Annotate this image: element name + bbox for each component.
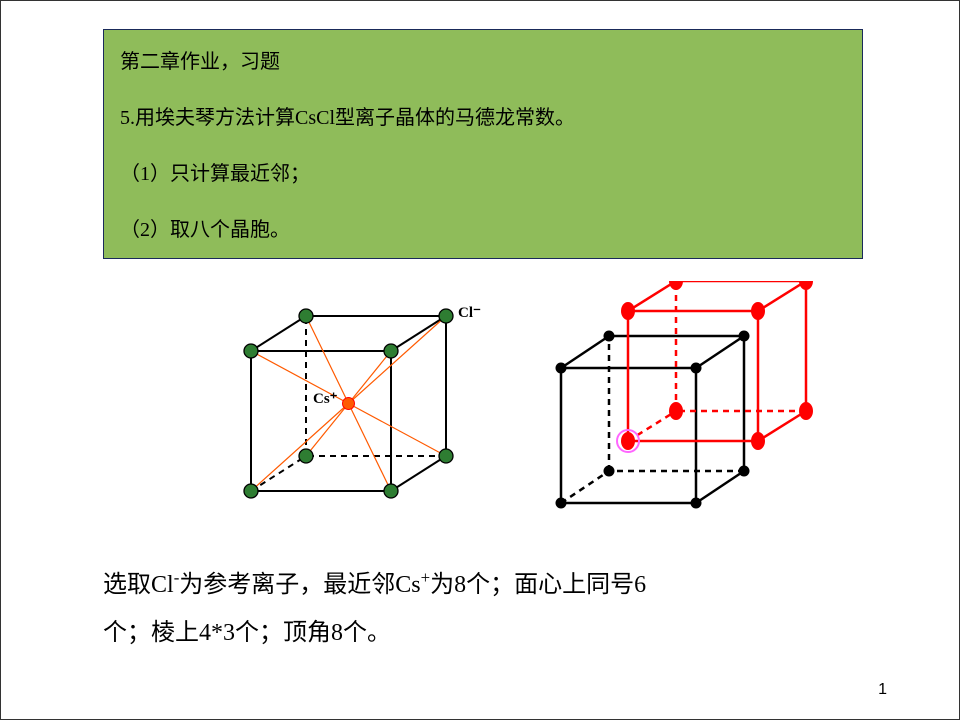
problem-box: 第二章作业，习题 5.用埃夫琴方法计算CsCl型离子晶体的马德龙常数。 （1）只… (103, 29, 863, 259)
expl-1a: 选取Cl (103, 572, 174, 598)
cl-label: Cl⁻ (458, 303, 481, 322)
problem-line-3: （1）只计算最近邻； (120, 160, 846, 188)
problem-line-1: 第二章作业，习题 (120, 48, 846, 76)
expl-1b: 为参考离子，最近邻Cs (179, 572, 420, 598)
crystal-diagram (201, 281, 831, 511)
problem-line-4: （2）取八个晶胞。 (120, 216, 846, 244)
expl-sup2: + (421, 568, 430, 587)
cs-label: Cs⁺ (313, 389, 338, 408)
problem-line-2: 5.用埃夫琴方法计算CsCl型离子晶体的马德龙常数。 (120, 104, 846, 132)
page-number: 1 (878, 681, 887, 699)
diagram-area: Cl⁻ Cs⁺ (201, 281, 831, 511)
expl-2: 个；棱上4*3个；顶角8个。 (103, 620, 391, 646)
explanation-text: 选取Cl-为参考离子，最近邻Cs+为8个；面心上同号6 个；棱上4*3个；顶角8… (103, 561, 863, 657)
expl-1c: 为8个；面心上同号6 (430, 572, 646, 598)
